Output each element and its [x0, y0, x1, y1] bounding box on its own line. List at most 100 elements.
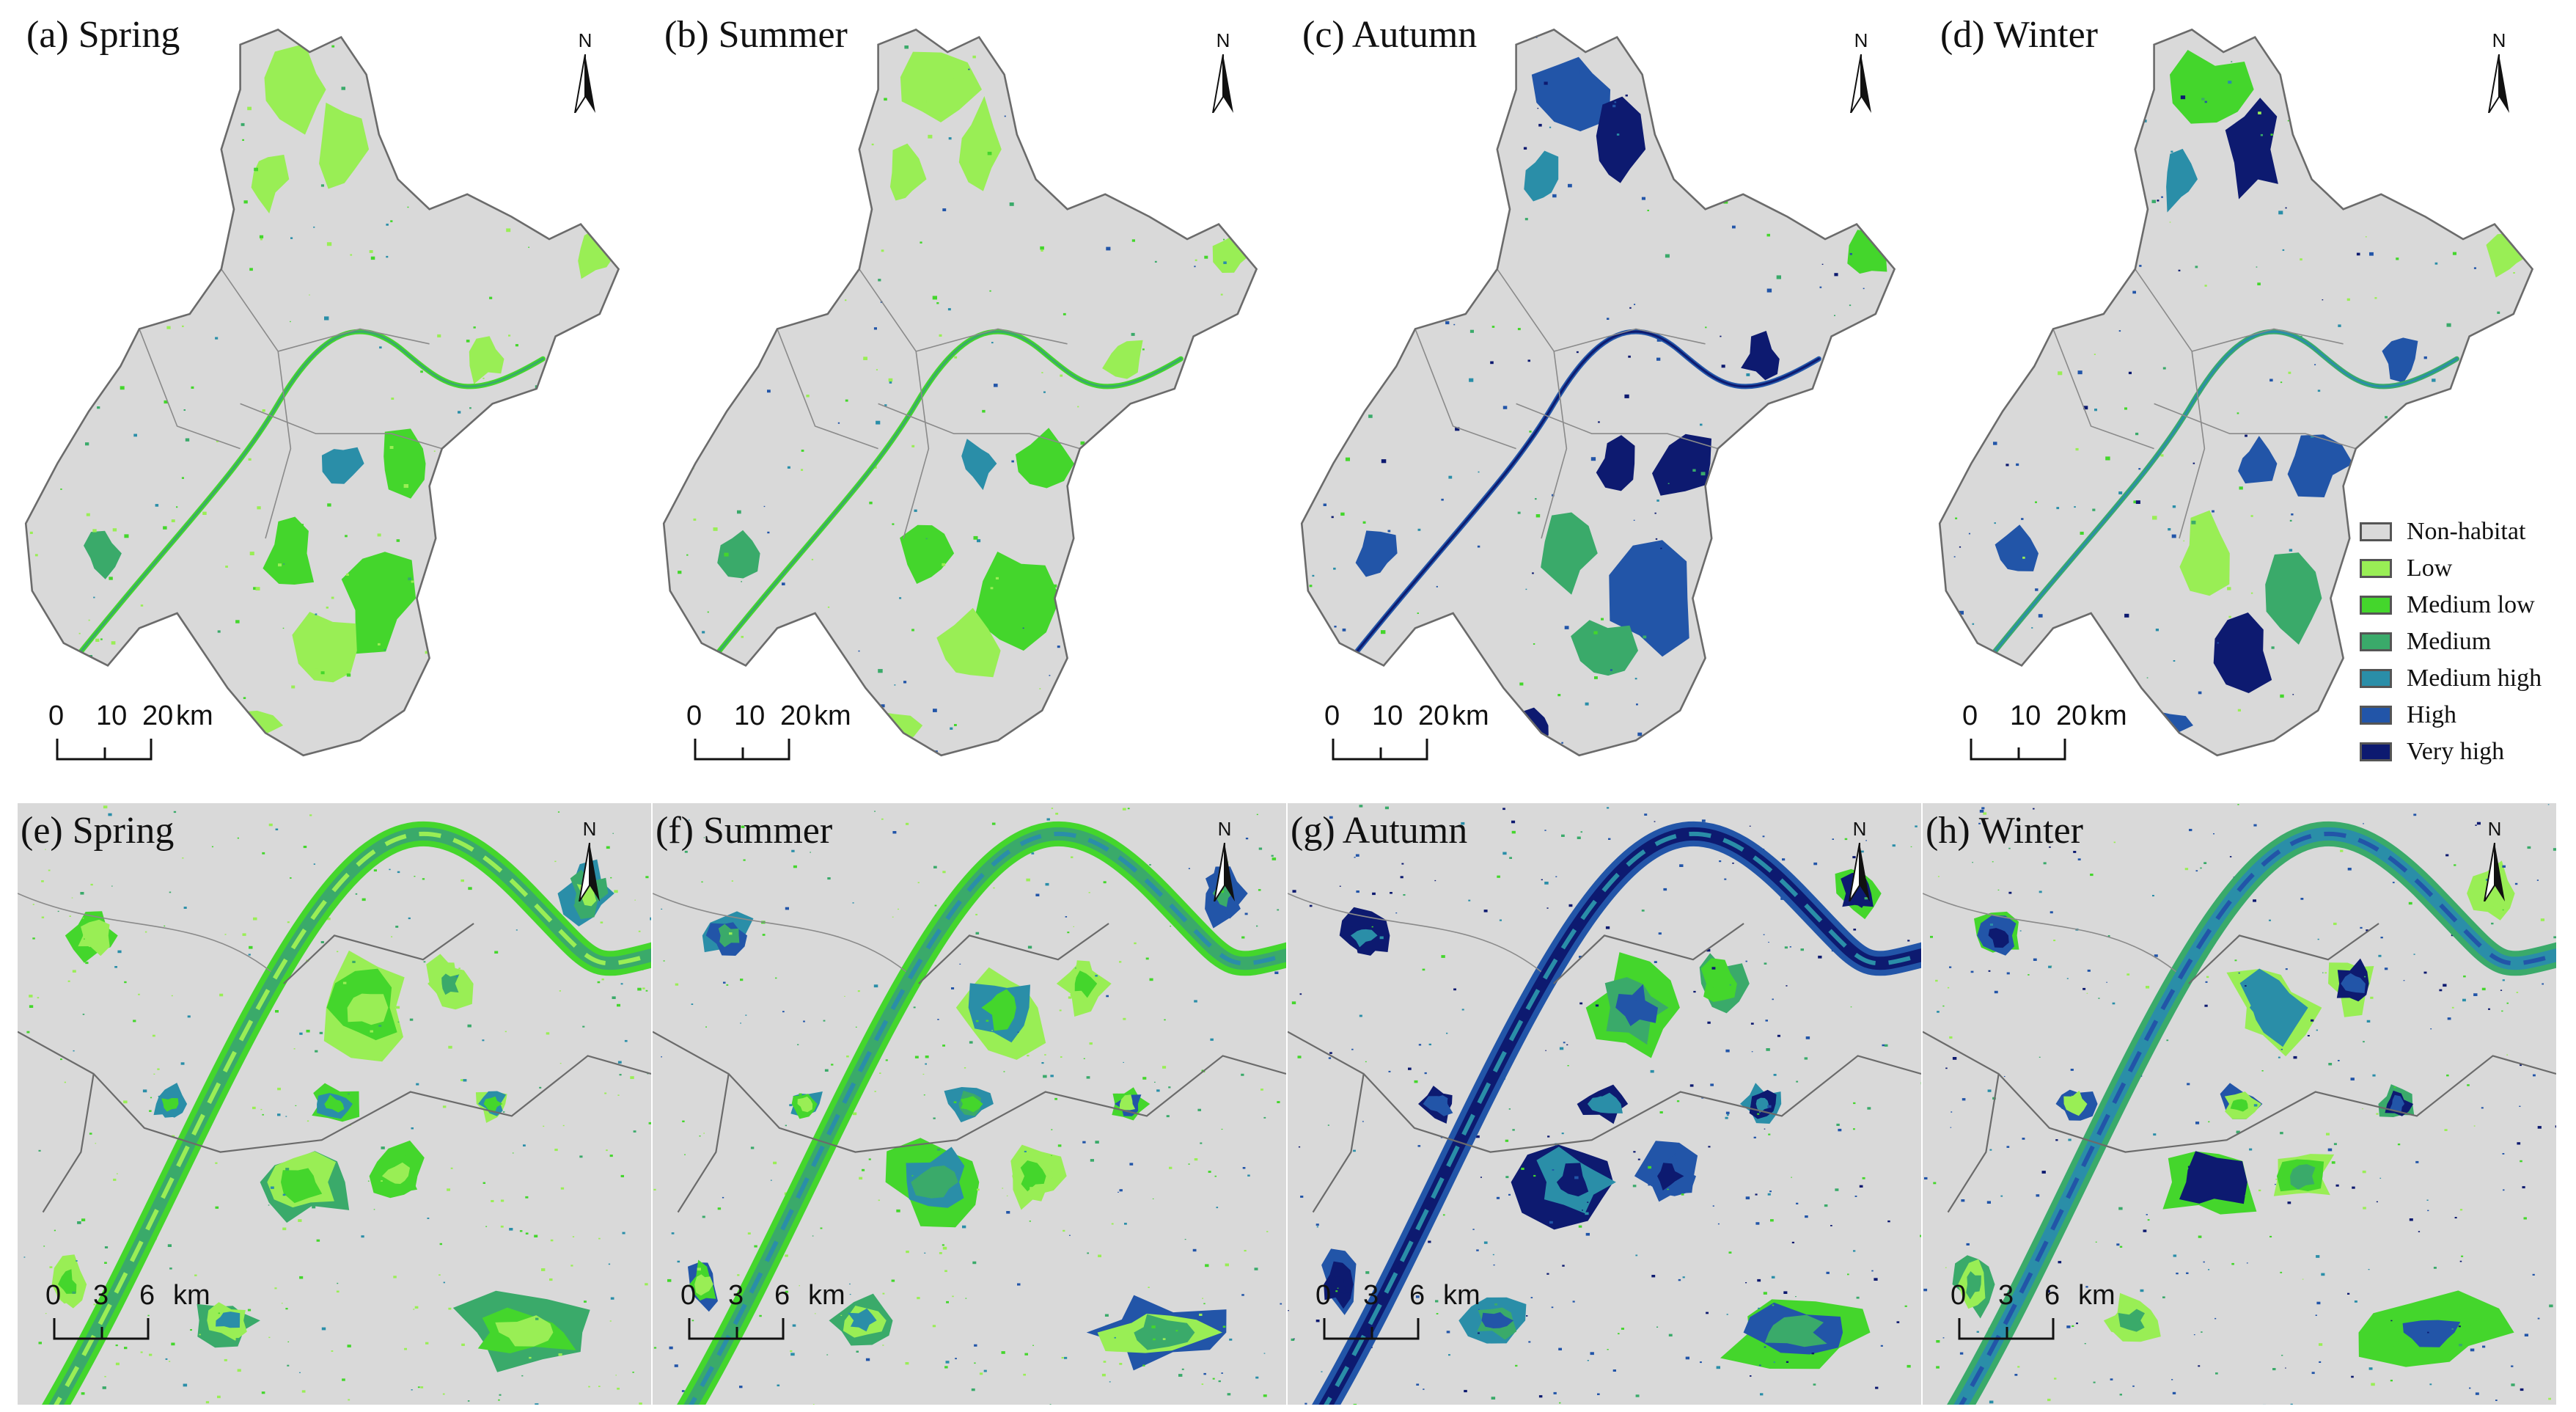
scale-tick-label: 6: [1409, 1280, 1425, 1311]
scale-tick-label: 0: [48, 700, 65, 731]
legend-label: Low: [2407, 555, 2453, 582]
panel-title: (g) Autumn: [1291, 810, 1468, 852]
scale-tick-label: 3: [1998, 1280, 2014, 1311]
zoom-map-h: [1923, 803, 2556, 1405]
scale-tick-label: 3: [728, 1280, 744, 1311]
scale-tick-label: 20: [780, 700, 812, 731]
scale-tick-label: 20: [1418, 700, 1450, 731]
district-fill: [1940, 29, 2533, 756]
scale-tick-label: 10: [1372, 700, 1403, 731]
legend-swatch: [2360, 706, 2392, 725]
north-arrow: N: [563, 29, 607, 117]
scale-tick-label: 0: [45, 1280, 62, 1311]
legend-item: Medium low: [2360, 588, 2572, 625]
legend-swatch: [2360, 559, 2392, 578]
zoom-panel-h: (h) Winter N 0 3 6 km: [1923, 803, 2556, 1405]
scale-tick-label: 20: [2056, 700, 2088, 731]
scale-tick-label: 6: [2044, 1280, 2061, 1311]
habitat-patches: [1923, 804, 2556, 1405]
north-arrow-icon: [1849, 843, 1870, 901]
legend-label: Medium high: [2407, 665, 2542, 692]
scale-unit: km: [2090, 700, 2127, 731]
legend-item: Non-habitat: [2360, 515, 2572, 552]
legend-item: Very high: [2360, 735, 2572, 772]
north-label: N: [2487, 818, 2502, 840]
scale-unit: km: [1452, 700, 1489, 731]
panel-title: (d) Winter: [1940, 14, 2098, 56]
legend-label: Medium: [2407, 628, 2492, 655]
north-label: N: [1216, 29, 1230, 51]
legend-label: Non-habitat: [2407, 518, 2526, 545]
map-a: [24, 28, 620, 757]
north-arrow-icon: [574, 54, 595, 113]
north-arrow: N: [1839, 29, 1883, 117]
north-label: N: [578, 29, 592, 51]
map-c: [1300, 28, 1896, 757]
district-boundary: [1300, 28, 1896, 757]
zoom-map-g: [1288, 803, 1921, 1405]
map-d: [1938, 28, 2534, 757]
north-arrow: N: [1203, 818, 1247, 906]
map-panel-c: (c) Autumn N 0 10 20 km: [1282, 0, 1920, 778]
scale-tick-label: 0: [680, 1280, 697, 1311]
north-arrow-icon: [1212, 54, 1233, 113]
north-arrow: N: [2473, 818, 2517, 906]
north-arrow: N: [2477, 29, 2521, 117]
north-arrow: N: [568, 818, 612, 906]
map-panel-d: (d) Winter N 0 10 20 km: [1920, 0, 2558, 778]
panel-title: (a) Spring: [26, 14, 180, 56]
north-arrow-icon: [2488, 54, 2509, 113]
north-arrow-icon: [1214, 843, 1235, 901]
panel-title: (b) Summer: [664, 14, 848, 56]
map-panel-b: (b) Summer N 0 10 20 km: [644, 0, 1282, 778]
panel-title: (f) Summer: [656, 810, 833, 852]
north-label: N: [1854, 29, 1868, 51]
scale-tick-label: 0: [1324, 700, 1340, 731]
north-arrow: N: [1201, 29, 1245, 117]
panel-title: (e) Spring: [21, 810, 175, 852]
legend-item: High: [2360, 698, 2572, 735]
scale-unit: km: [2078, 1280, 2116, 1311]
scale-unit: km: [808, 1280, 845, 1311]
north-label: N: [582, 818, 597, 840]
habitat-patches: [1288, 805, 1921, 1405]
scale-tick-label: 0: [1315, 1280, 1332, 1311]
habitat-patches: [1940, 29, 2533, 747]
zoom-panel-f: (f) Summer N 0 3 6 km: [653, 803, 1286, 1405]
legend-swatch: [2360, 669, 2392, 688]
scale-tick-label: 3: [93, 1280, 109, 1311]
legend-swatch: [2360, 596, 2392, 615]
habitat-patches: [653, 808, 1286, 1405]
scale-tick-label: 0: [1962, 700, 1978, 731]
scale-unit: km: [176, 700, 213, 731]
district-fill: [26, 29, 619, 756]
district-fill: [1302, 29, 1895, 756]
scale-tick-label: 6: [774, 1280, 790, 1311]
panel-title: (h) Winter: [1926, 810, 2083, 852]
north-label: N: [1852, 818, 1867, 840]
habitat-patches: [18, 805, 651, 1405]
zoom-map-e: [18, 803, 651, 1405]
legend-item: Low: [2360, 552, 2572, 588]
scale-unit: km: [814, 700, 851, 731]
scale-tick-label: 10: [2010, 700, 2041, 731]
map-panel-a: (a) Spring N 0 10 20 km: [6, 0, 644, 778]
scale-tick-label: 10: [96, 700, 128, 731]
legend-label: Very high: [2407, 738, 2505, 765]
legend-swatch: [2360, 522, 2392, 541]
district-boundary: [662, 28, 1258, 757]
legend-swatch: [2360, 742, 2392, 761]
north-arrow-icon: [2484, 843, 2505, 901]
scale-tick-label: 6: [139, 1280, 155, 1311]
district-boundary: [24, 28, 620, 757]
scale-unit: km: [173, 1280, 210, 1311]
district-fill: [664, 29, 1257, 756]
scale-tick-label: 0: [686, 700, 702, 731]
legend-label: High: [2407, 701, 2456, 728]
scale-tick-label: 0: [1951, 1280, 1967, 1311]
north-arrow: N: [1838, 818, 1882, 906]
north-arrow-icon: [579, 843, 600, 901]
legend-item: Medium high: [2360, 662, 2572, 698]
zoom-panel-g: (g) Autumn N 0 3 6 km: [1288, 803, 1921, 1405]
scale-unit: km: [1443, 1280, 1480, 1311]
